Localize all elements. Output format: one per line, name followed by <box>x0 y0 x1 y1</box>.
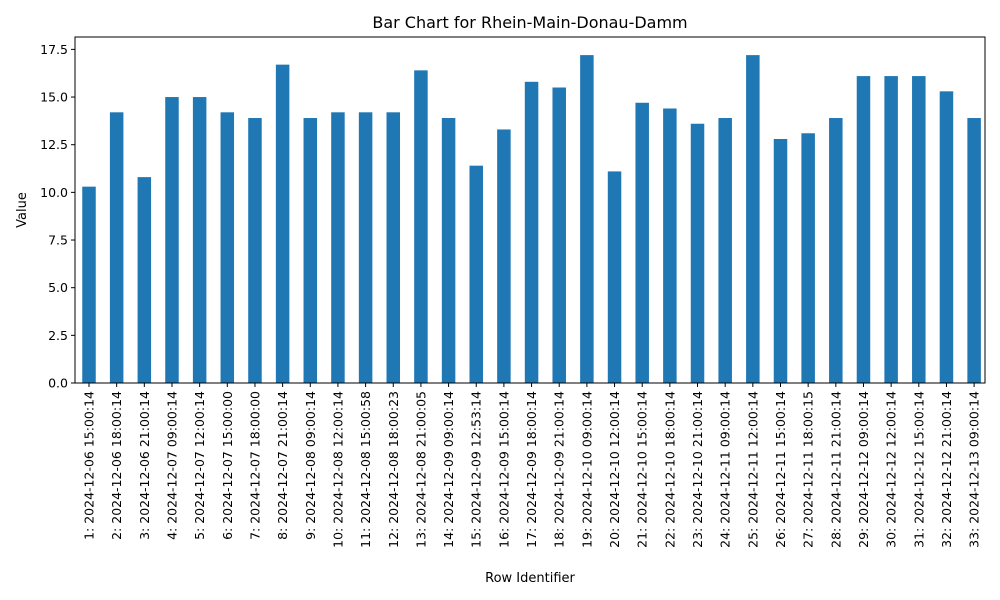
y-tick-label: 10.0 <box>40 185 68 200</box>
y-tick-label: 12.5 <box>40 137 68 152</box>
x-tick-label: 11: 2024-12-08 15:00:58 <box>358 391 373 548</box>
bar-6 <box>220 112 235 384</box>
bar-26 <box>773 138 788 383</box>
x-tick-label: 6: 2024-12-07 15:00:00 <box>220 391 235 540</box>
bar-31 <box>912 76 926 383</box>
x-tick-label: 30: 2024-12-12 12:00:14 <box>884 391 899 548</box>
bar-18 <box>552 87 566 384</box>
x-tick-label: 5: 2024-12-07 12:00:14 <box>192 391 207 540</box>
x-tick-label: 21: 2024-12-10 15:00:14 <box>635 391 650 548</box>
x-axis-label: Row Identifier <box>485 571 575 586</box>
bar-2 <box>109 112 124 384</box>
plot-frame <box>74 36 986 384</box>
x-tick-label: 28: 2024-12-11 21:00:14 <box>828 391 843 548</box>
bar-10 <box>331 112 345 384</box>
bar-12 <box>386 112 401 384</box>
x-tick-label: 13: 2024-12-08 21:00:05 <box>413 391 428 548</box>
x-tick-label: 33: 2024-12-13 09:00:14 <box>967 391 982 548</box>
x-tick-label: 4: 2024-12-07 09:00:14 <box>164 391 179 540</box>
bar-22 <box>663 108 677 384</box>
bar-13 <box>414 70 428 384</box>
bar-20 <box>607 171 622 383</box>
bar-16 <box>497 129 511 383</box>
y-tick-label: 2.5 <box>48 328 68 343</box>
x-tick-label: 29: 2024-12-12 09:00:14 <box>856 391 871 548</box>
x-tick-label: 15: 2024-12-09 12:53:14 <box>469 391 484 548</box>
x-tick-label: 22: 2024-12-10 18:00:14 <box>662 391 677 548</box>
plot-area <box>82 55 981 384</box>
x-tick-label: 10: 2024-12-08 12:00:14 <box>330 391 345 548</box>
y-axis-label: Value <box>15 192 30 228</box>
x-tick-label: 17: 2024-12-09 18:00:14 <box>524 391 539 548</box>
bar-7 <box>248 118 262 384</box>
y-tick-label: 5.0 <box>48 280 68 295</box>
bar-30 <box>884 76 898 383</box>
y-tick-label: 0.0 <box>48 376 68 391</box>
y-tick-label: 15.0 <box>40 90 68 105</box>
bar-11 <box>358 112 373 384</box>
bar-33 <box>967 118 981 384</box>
bar-9 <box>303 118 318 384</box>
chart-title: Bar Chart for Rhein-Main-Donau-Damm <box>372 13 687 32</box>
x-tick-label: 2: 2024-12-06 18:00:14 <box>109 391 124 540</box>
bar-27 <box>801 133 815 383</box>
y-axis-ticks: 0.0 2.5 5.0 7.5 10.0 12.5 15.0 17.5 <box>40 42 75 391</box>
bar-19 <box>580 55 594 384</box>
x-tick-label: 19: 2024-12-10 09:00:14 <box>579 391 594 548</box>
x-tick-label: 27: 2024-12-11 18:00:15 <box>801 391 816 548</box>
bar-5 <box>192 97 207 384</box>
y-tick-label: 17.5 <box>40 42 68 57</box>
bar-25 <box>746 55 760 384</box>
bar-21 <box>635 102 649 384</box>
x-tick-label: 12: 2024-12-08 18:00:23 <box>386 391 401 548</box>
bar-17 <box>524 81 539 384</box>
x-tick-label: 24: 2024-12-11 09:00:14 <box>718 391 733 548</box>
x-tick-label: 16: 2024-12-09 15:00:14 <box>496 391 511 548</box>
bar-14 <box>441 118 456 384</box>
bar-1 <box>82 186 96 383</box>
bar-23 <box>690 123 705 384</box>
bar-8 <box>275 64 290 383</box>
x-tick-label: 26: 2024-12-11 15:00:14 <box>773 391 788 548</box>
bar-4 <box>165 97 179 384</box>
bar-29 <box>856 76 871 383</box>
y-tick-label: 7.5 <box>48 233 68 248</box>
bar-15 <box>469 165 483 383</box>
bar-24 <box>718 118 732 384</box>
x-tick-label: 31: 2024-12-12 15:00:14 <box>911 391 926 548</box>
x-tick-label: 23: 2024-12-10 21:00:14 <box>690 391 705 548</box>
x-tick-label: 1: 2024-12-06 15:00:14 <box>82 391 97 540</box>
x-tick-label: 9: 2024-12-08 09:00:14 <box>303 391 318 540</box>
bar-3 <box>137 177 152 383</box>
x-axis-ticks: 1: 2024-12-06 15:00:14 2: 2024-12-06 18:0… <box>82 383 982 548</box>
bar-28 <box>829 118 843 384</box>
x-tick-label: 25: 2024-12-11 12:00:14 <box>745 391 760 548</box>
x-tick-label: 14: 2024-12-09 09:00:14 <box>441 391 456 548</box>
x-tick-label: 7: 2024-12-07 18:00:00 <box>247 391 262 540</box>
bar-32 <box>939 91 954 383</box>
x-tick-label: 32: 2024-12-12 21:00:14 <box>939 391 954 548</box>
x-tick-label: 8: 2024-12-07 21:00:14 <box>275 391 290 540</box>
x-tick-label: 20: 2024-12-10 12:00:14 <box>607 391 622 548</box>
x-tick-label: 18: 2024-12-09 21:00:14 <box>552 391 567 548</box>
x-tick-label: 3: 2024-12-06 21:00:14 <box>137 391 152 540</box>
